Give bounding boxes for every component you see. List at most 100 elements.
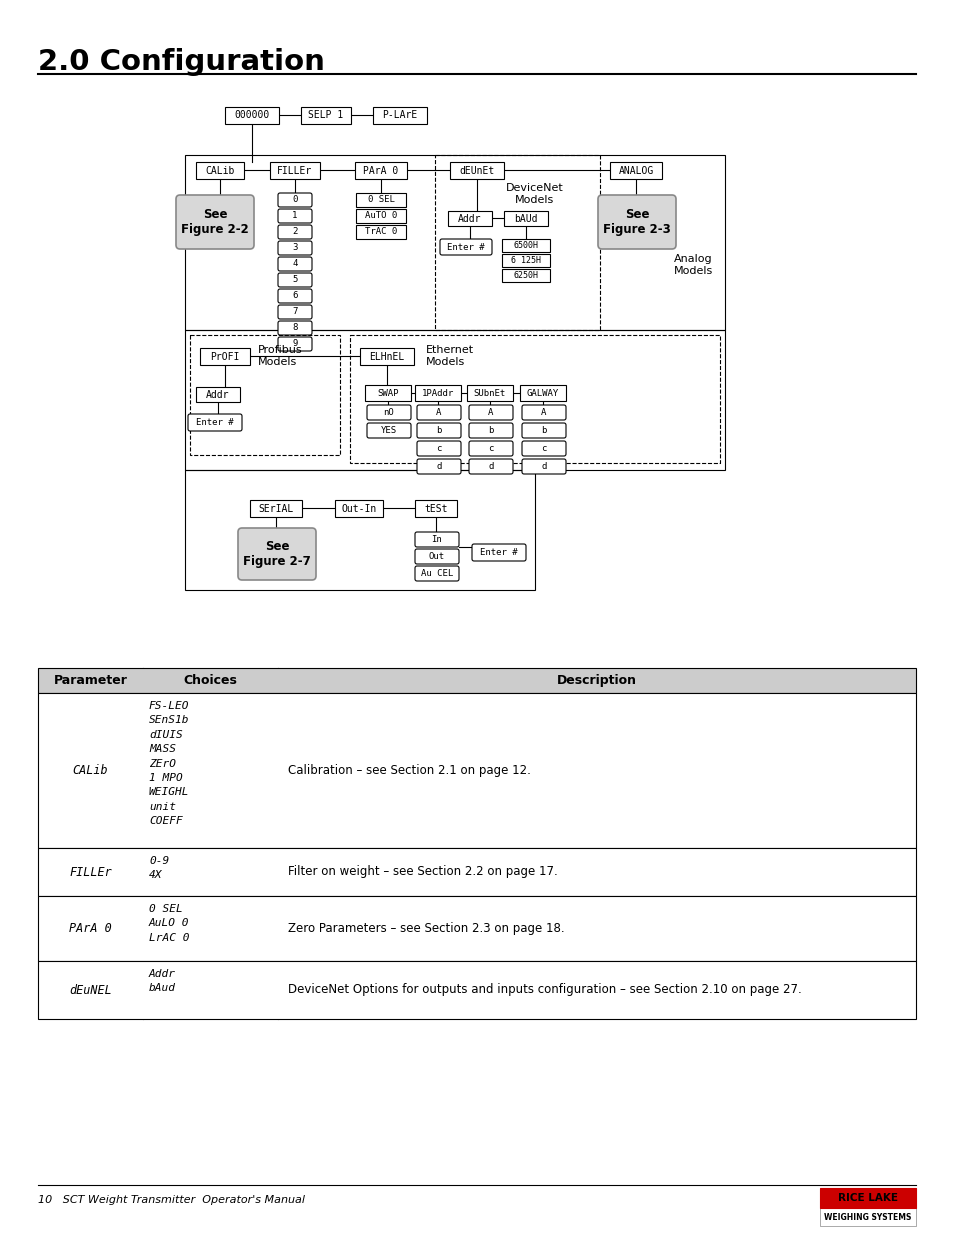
Text: Out: Out bbox=[429, 552, 445, 561]
Text: FILLEr: FILLEr bbox=[69, 866, 112, 878]
Bar bbox=[519, 385, 565, 401]
Text: Choices: Choices bbox=[183, 674, 237, 687]
Bar bbox=[350, 335, 720, 463]
FancyBboxPatch shape bbox=[416, 441, 460, 456]
Text: Ethernet
Models: Ethernet Models bbox=[426, 346, 474, 367]
Text: bAUd: bAUd bbox=[514, 214, 537, 224]
Bar bbox=[195, 387, 240, 403]
Text: 7: 7 bbox=[292, 308, 297, 316]
Text: A: A bbox=[488, 408, 493, 417]
Text: tESt: tESt bbox=[424, 504, 447, 514]
Text: 0-9
4X: 0-9 4X bbox=[149, 856, 169, 881]
Text: d: d bbox=[540, 462, 546, 471]
Text: PArA 0: PArA 0 bbox=[69, 923, 112, 935]
Text: 1PAddr: 1PAddr bbox=[421, 389, 454, 398]
Bar bbox=[38, 961, 915, 1019]
Bar bbox=[355, 209, 406, 224]
Text: 0 SEL
AuLO 0
LrAC 0: 0 SEL AuLO 0 LrAC 0 bbox=[149, 904, 190, 942]
Bar bbox=[185, 156, 724, 330]
FancyBboxPatch shape bbox=[469, 424, 513, 438]
Text: GALWAY: GALWAY bbox=[526, 389, 558, 398]
Text: d: d bbox=[488, 462, 493, 471]
FancyBboxPatch shape bbox=[415, 550, 458, 564]
Text: Au CEL: Au CEL bbox=[420, 569, 453, 578]
Text: WEIGHING SYSTEMS: WEIGHING SYSTEMS bbox=[823, 1213, 911, 1221]
Text: P-LArE: P-LArE bbox=[382, 110, 417, 121]
Bar bbox=[820, 1188, 915, 1226]
Bar bbox=[365, 385, 411, 401]
Bar bbox=[435, 156, 599, 330]
Text: FILLEr: FILLEr bbox=[277, 165, 313, 175]
Text: CALib: CALib bbox=[72, 764, 109, 777]
Text: 5: 5 bbox=[292, 275, 297, 284]
Text: 4: 4 bbox=[292, 259, 297, 268]
FancyBboxPatch shape bbox=[367, 405, 411, 420]
Text: A: A bbox=[436, 408, 441, 417]
Text: See
Figure 2-7: See Figure 2-7 bbox=[243, 540, 311, 568]
Text: c: c bbox=[488, 445, 493, 453]
Bar bbox=[195, 162, 244, 179]
Text: 1: 1 bbox=[292, 211, 297, 221]
Text: RICE LAKE: RICE LAKE bbox=[837, 1193, 897, 1203]
Bar bbox=[355, 225, 406, 240]
Bar bbox=[373, 107, 427, 124]
Text: ELHnEL: ELHnEL bbox=[369, 352, 404, 362]
Text: dEuNEL: dEuNEL bbox=[69, 983, 112, 997]
Text: Enter #: Enter # bbox=[479, 548, 517, 557]
Text: ANALOG: ANALOG bbox=[618, 165, 653, 175]
FancyBboxPatch shape bbox=[598, 195, 676, 249]
Text: In: In bbox=[431, 535, 442, 543]
Bar bbox=[38, 693, 915, 848]
FancyBboxPatch shape bbox=[416, 424, 460, 438]
Text: DeviceNet Options for outputs and inputs configuration – see Section 2.10 on pag: DeviceNet Options for outputs and inputs… bbox=[288, 983, 801, 997]
FancyBboxPatch shape bbox=[469, 459, 513, 474]
Text: A: A bbox=[540, 408, 546, 417]
Text: Profibus
Models: Profibus Models bbox=[257, 346, 302, 367]
Text: SWAP: SWAP bbox=[376, 389, 398, 398]
FancyBboxPatch shape bbox=[472, 543, 525, 561]
FancyBboxPatch shape bbox=[277, 305, 312, 319]
Bar bbox=[335, 500, 382, 517]
Text: Addr: Addr bbox=[206, 389, 230, 399]
Bar bbox=[415, 500, 456, 517]
Text: 6: 6 bbox=[292, 291, 297, 300]
Bar bbox=[38, 668, 915, 693]
Bar bbox=[190, 335, 339, 454]
Bar bbox=[467, 385, 513, 401]
Text: d: d bbox=[436, 462, 441, 471]
FancyBboxPatch shape bbox=[277, 193, 312, 207]
FancyBboxPatch shape bbox=[521, 424, 565, 438]
Text: 3: 3 bbox=[292, 243, 297, 252]
Text: PrOFI: PrOFI bbox=[210, 352, 239, 362]
Bar bbox=[38, 897, 915, 961]
Text: 0 SEL: 0 SEL bbox=[367, 195, 394, 205]
Bar bbox=[501, 254, 550, 267]
Text: 8: 8 bbox=[292, 324, 297, 332]
Text: 6250H: 6250H bbox=[513, 270, 537, 280]
FancyBboxPatch shape bbox=[469, 441, 513, 456]
FancyBboxPatch shape bbox=[277, 241, 312, 254]
FancyBboxPatch shape bbox=[188, 414, 242, 431]
Bar bbox=[185, 330, 724, 471]
Text: Enter #: Enter # bbox=[196, 417, 233, 427]
Text: b: b bbox=[488, 426, 493, 435]
FancyBboxPatch shape bbox=[367, 424, 411, 438]
FancyBboxPatch shape bbox=[277, 257, 312, 270]
Text: SELP 1: SELP 1 bbox=[308, 110, 343, 121]
Text: See
Figure 2-2: See Figure 2-2 bbox=[181, 207, 249, 236]
FancyBboxPatch shape bbox=[469, 405, 513, 420]
FancyBboxPatch shape bbox=[416, 459, 460, 474]
FancyBboxPatch shape bbox=[415, 566, 458, 580]
Bar bbox=[225, 107, 278, 124]
Text: nO: nO bbox=[383, 408, 394, 417]
FancyBboxPatch shape bbox=[439, 240, 492, 254]
Text: c: c bbox=[540, 445, 546, 453]
Bar bbox=[415, 385, 460, 401]
Text: 2: 2 bbox=[292, 227, 297, 236]
Text: 0: 0 bbox=[292, 195, 297, 205]
Text: 000000: 000000 bbox=[234, 110, 270, 121]
Bar bbox=[355, 162, 407, 179]
FancyBboxPatch shape bbox=[237, 529, 315, 580]
Text: DeviceNet
Models: DeviceNet Models bbox=[506, 183, 563, 205]
Text: Parameter: Parameter bbox=[53, 674, 128, 687]
